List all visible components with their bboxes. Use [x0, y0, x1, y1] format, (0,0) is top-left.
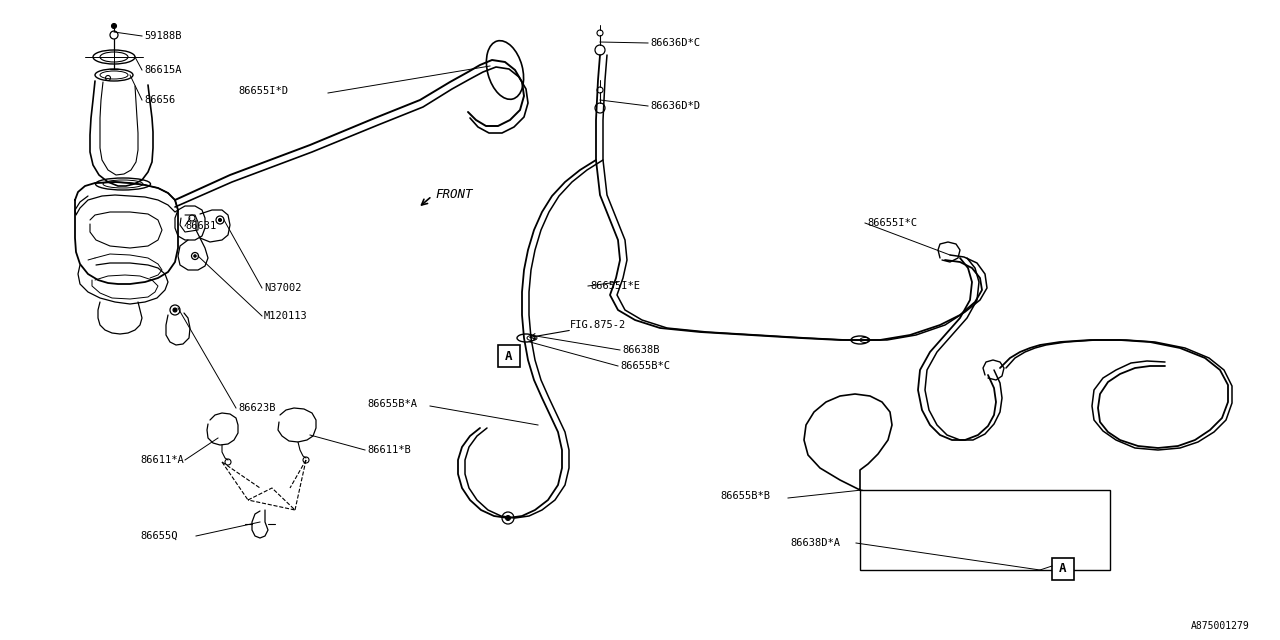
Text: 86655B*C: 86655B*C: [620, 361, 669, 371]
Bar: [860, 490, 1110, 570]
Circle shape: [193, 255, 196, 257]
Text: FIG.875-2: FIG.875-2: [570, 320, 626, 330]
Circle shape: [173, 308, 177, 312]
Text: 86636D*D: 86636D*D: [650, 101, 700, 111]
Text: 86631: 86631: [186, 221, 216, 231]
Text: 86656: 86656: [143, 95, 175, 105]
Text: 86636D*C: 86636D*C: [650, 38, 700, 48]
Text: 86655I*C: 86655I*C: [867, 218, 916, 228]
Text: N37002: N37002: [264, 283, 302, 293]
Circle shape: [111, 24, 116, 29]
Text: A: A: [1060, 563, 1066, 575]
Circle shape: [506, 515, 511, 520]
Text: 86615A: 86615A: [143, 65, 182, 75]
Text: A875001279: A875001279: [1192, 621, 1251, 631]
Text: FRONT: FRONT: [435, 189, 472, 202]
Text: 86655B*A: 86655B*A: [367, 399, 417, 409]
Text: 86655I*E: 86655I*E: [590, 281, 640, 291]
Text: 59188B: 59188B: [143, 31, 182, 41]
Text: 86655I*D: 86655I*D: [238, 86, 288, 96]
Text: 86611*B: 86611*B: [367, 445, 411, 455]
Text: 86655B*B: 86655B*B: [719, 491, 771, 501]
Text: 86638B: 86638B: [622, 345, 659, 355]
Text: 86623B: 86623B: [238, 403, 275, 413]
Text: 86611*A: 86611*A: [140, 455, 184, 465]
Circle shape: [219, 218, 221, 221]
Text: 86655Q: 86655Q: [140, 531, 178, 541]
Text: M120113: M120113: [264, 311, 307, 321]
Text: A: A: [506, 349, 513, 362]
Bar: [1052, 558, 1074, 580]
Text: 86638D*A: 86638D*A: [790, 538, 840, 548]
Bar: [498, 345, 520, 367]
